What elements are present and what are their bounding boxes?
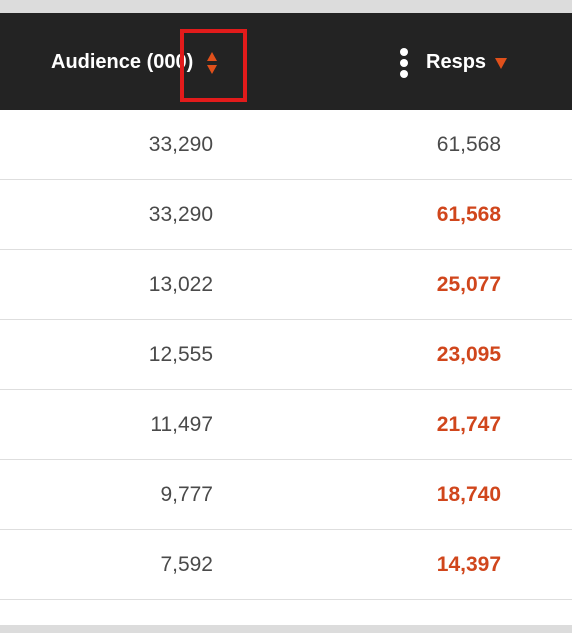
- resps-cell: 61,568: [436, 133, 501, 156]
- audience-cell: 9,777: [160, 483, 213, 506]
- resps-column-header[interactable]: Resps: [426, 51, 487, 73]
- resps-cell: 23,095: [436, 343, 501, 366]
- results-table: Audience (000) Resps 33,290 61,568 33,29…: [0, 13, 572, 625]
- table-body: 33,290 61,568 33,290 61,568 13,022 25,07…: [0, 110, 572, 600]
- audience-cell: 33,290: [148, 203, 213, 226]
- table-row[interactable]: 11,497 21,747: [0, 390, 572, 460]
- resps-cell: 21,747: [436, 413, 501, 436]
- sort-up-arrow-icon: [207, 52, 217, 61]
- dot: [400, 70, 408, 78]
- sort-descending-icon[interactable]: [495, 58, 507, 69]
- table-row[interactable]: 33,290 61,568: [0, 180, 572, 250]
- highlight-box: [180, 29, 247, 102]
- sort-down-arrow-icon: [207, 65, 217, 74]
- table-row[interactable]: 33,290 61,568: [0, 110, 572, 180]
- dot: [400, 59, 408, 67]
- table-row[interactable]: 13,022 25,077: [0, 250, 572, 320]
- audience-cell: 11,497: [150, 413, 213, 436]
- table-row[interactable]: 12,555 23,095: [0, 320, 572, 390]
- audience-column-header[interactable]: Audience (000): [51, 51, 194, 73]
- resps-cell: 61,568: [436, 203, 501, 226]
- table-row[interactable]: 9,777 18,740: [0, 460, 572, 530]
- table-header: Audience (000) Resps: [0, 13, 572, 110]
- resps-cell: 14,397: [436, 553, 501, 576]
- audience-cell: 33,290: [148, 133, 213, 156]
- audience-cell: 13,022: [148, 273, 213, 296]
- audience-cell: 7,592: [160, 553, 213, 576]
- resps-cell: 18,740: [436, 483, 501, 506]
- kebab-menu-icon[interactable]: [399, 48, 409, 78]
- resps-cell: 25,077: [436, 273, 501, 296]
- table-row[interactable]: 7,592 14,397: [0, 530, 572, 600]
- sort-both-icon[interactable]: [204, 49, 220, 75]
- dot: [400, 48, 408, 56]
- audience-cell: 12,555: [148, 343, 213, 366]
